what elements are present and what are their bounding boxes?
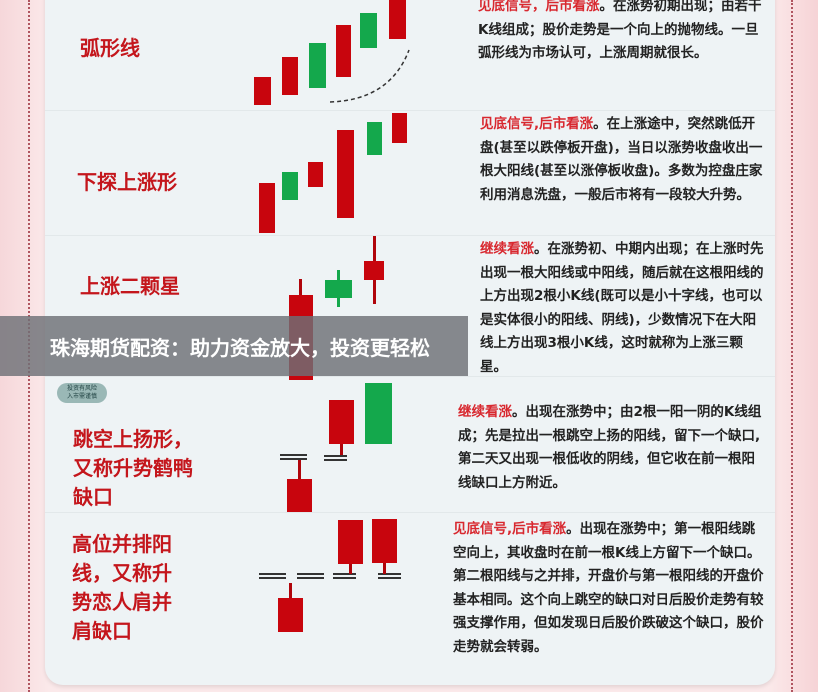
candle-bullish bbox=[308, 162, 323, 187]
badge-line: 入市需谨慎 bbox=[66, 393, 97, 400]
candle-bullish bbox=[372, 519, 397, 563]
banner-text: 珠海期货配资：助力资金放大，投资更轻松 bbox=[50, 335, 430, 360]
candle-bullish bbox=[389, 0, 406, 39]
promo-banner: 珠海期货配资：助力资金放大，投资更轻松 bbox=[0, 316, 468, 376]
candle-bearish bbox=[325, 280, 352, 298]
pattern-description: 见底信号,后市看涨。出现在涨势中；第一根阳线跳空向上，其收盘时在前一根K线上方留… bbox=[453, 518, 765, 659]
description-text: 。出现在涨势中；由2根一阳一阴的K线组成；先是拉出一根跳空上扬的阳线，留下一个缺… bbox=[458, 404, 762, 491]
row-divider bbox=[45, 512, 775, 513]
pattern-title: 弧形线 bbox=[80, 36, 140, 60]
signal-label: 继续看涨 bbox=[480, 241, 534, 257]
candle-wick bbox=[299, 279, 302, 299]
pattern-title: 高位并排阳线，又称升势恋人肩并肩缺口 bbox=[72, 532, 172, 643]
candle-wick bbox=[298, 460, 301, 480]
candle-bearish bbox=[367, 122, 382, 155]
description-text: 。在涨势初期出现；由若干K线组成；股价走势是一个向上的抛物线。一旦弧形线为市场认… bbox=[478, 0, 762, 61]
candle-bullish bbox=[364, 261, 384, 280]
candle-bullish bbox=[337, 130, 354, 218]
candle-bearish bbox=[309, 43, 326, 88]
gap-line bbox=[259, 573, 286, 579]
pattern-title: 上涨二颗星 bbox=[80, 274, 180, 298]
pattern-title: 跳空上扬形，又称升势鹤鸭缺口 bbox=[73, 427, 193, 509]
gap-line bbox=[297, 573, 324, 579]
candle-bullish bbox=[336, 25, 351, 77]
signal-label: 见底信号,后市看涨 bbox=[480, 116, 594, 132]
pattern-description: 见底信号，后市看涨。在涨势初期出现；由若干K线组成；股价走势是一个向上的抛物线。… bbox=[478, 0, 763, 66]
candle-bullish bbox=[392, 113, 407, 143]
badge-line: 投资有风险 bbox=[66, 385, 97, 392]
candle-wick bbox=[383, 563, 386, 574]
candle-bullish bbox=[282, 57, 298, 95]
candle-bullish bbox=[259, 183, 275, 233]
right-dotted-border bbox=[791, 0, 793, 692]
candle-bearish bbox=[365, 383, 392, 444]
gap-line bbox=[333, 573, 356, 579]
candle-bullish bbox=[338, 520, 363, 564]
signal-label: 继续看涨 bbox=[458, 404, 512, 420]
description-text: 。在上涨途中，突然跳低开盘(甚至以跌停板开盘)，当日以涨势收盘收出一根大阳线(甚… bbox=[480, 116, 763, 203]
signal-label: 见底信号，后市看涨 bbox=[478, 0, 600, 14]
candle-bullish bbox=[254, 77, 271, 105]
pattern-description: 见底信号,后市看涨。在上涨途中，突然跳低开盘(甚至以跌停板开盘)，当日以涨势收盘… bbox=[480, 113, 765, 207]
arc-curve bbox=[329, 49, 410, 103]
candle-bullish bbox=[329, 400, 354, 444]
candle-bearish bbox=[360, 13, 377, 48]
candle-wick bbox=[289, 583, 292, 599]
gap-line bbox=[324, 455, 347, 461]
description-text: 。在涨势初、中期内出现；在上涨时先出现一根大阳线或中阳线，随后就在这根阳线的上方… bbox=[480, 241, 764, 375]
row-divider bbox=[45, 376, 775, 377]
candle-wick bbox=[349, 564, 352, 574]
candle-wick bbox=[340, 444, 343, 456]
pattern-title: 下探上涨形 bbox=[77, 170, 177, 194]
pattern-description: 继续看涨。在涨势初、中期内出现；在上涨时先出现一根大阳线或中阳线，随后就在这根阳… bbox=[480, 238, 765, 379]
gap-line bbox=[378, 573, 401, 579]
row-divider bbox=[45, 110, 775, 111]
gap-line bbox=[280, 454, 307, 460]
row-divider bbox=[45, 235, 775, 236]
candle-bullish bbox=[287, 479, 312, 512]
candle-bearish bbox=[282, 172, 298, 200]
signal-label: 见底信号,后市看涨 bbox=[453, 521, 567, 537]
pattern-description: 继续看涨。出现在涨势中；由2根一阳一阴的K线组成；先是拉出一根跳空上扬的阳线，留… bbox=[458, 401, 763, 495]
risk-warning-badge: 投资有风险 入市需谨慎 bbox=[57, 383, 107, 403]
candle-bullish bbox=[278, 598, 303, 632]
description-text: 。出现在涨势中；第一根阳线跳空向上，其收盘时在前一根K线上方留下一个缺口。第二根… bbox=[453, 521, 764, 655]
